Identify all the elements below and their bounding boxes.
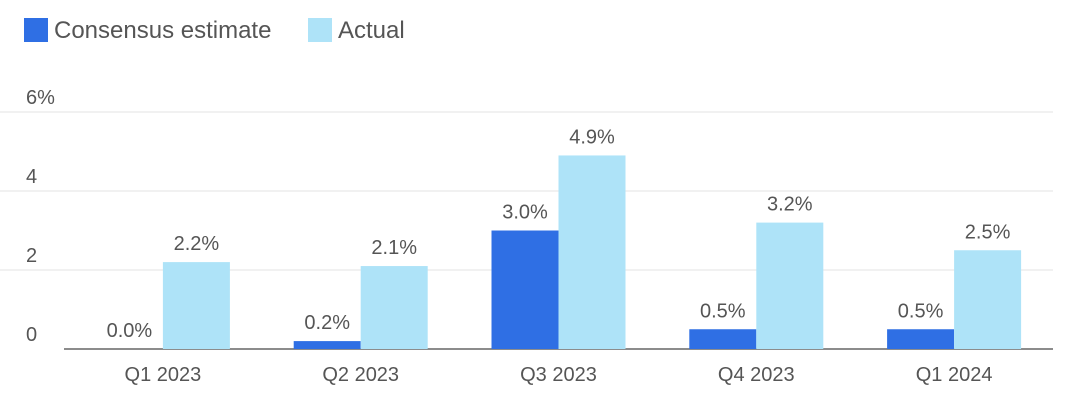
legend-label-consensus: Consensus estimate <box>54 17 271 44</box>
data-label-consensus: 0.5% <box>898 300 944 322</box>
data-label-actual: 2.1% <box>371 237 417 259</box>
y-axis: 0 2 4 6% <box>26 87 55 346</box>
bar-actual <box>162 262 230 349</box>
data-label-actual: 2.5% <box>965 221 1011 243</box>
data-label-consensus: 0.0% <box>107 320 153 342</box>
data-labels: 0.0% 2.2% 0.2% 2.1% 3.0% 4.9% 0.5% 3.2% 0.5% 2.5% <box>107 126 1011 342</box>
y-tick-label: 4 <box>26 166 37 188</box>
x-tick-label: Q3 2023 <box>520 364 597 386</box>
data-label-consensus: 0.2% <box>304 312 350 334</box>
y-tick-label: 6% <box>26 87 55 109</box>
y-tick-label: 0 <box>26 324 37 346</box>
bar-actual <box>360 266 428 349</box>
data-label-actual: 2.2% <box>174 233 220 255</box>
bar-actual <box>756 222 824 349</box>
legend: Consensus estimate Actual <box>24 17 405 44</box>
legend-swatch-actual <box>308 18 332 42</box>
bar-actual <box>954 250 1022 349</box>
data-label-actual: 4.9% <box>569 126 615 148</box>
data-label-consensus: 0.5% <box>700 300 746 322</box>
x-tick-label: Q2 2023 <box>322 364 399 386</box>
bar-consensus <box>293 341 361 349</box>
x-tick-label: Q4 2023 <box>718 364 795 386</box>
bar-consensus <box>887 329 955 349</box>
legend-swatch-consensus <box>24 18 48 42</box>
x-tick-label: Q1 2023 <box>125 364 202 386</box>
bar-consensus <box>689 329 757 349</box>
data-label-actual: 3.2% <box>767 194 813 216</box>
bar-consensus <box>491 230 559 349</box>
x-axis: Q1 2023 Q2 2023 Q3 2023 Q4 2023 Q1 2024 <box>125 364 993 386</box>
x-tick-label: Q1 2024 <box>916 364 993 386</box>
legend-label-actual: Actual <box>338 17 405 44</box>
bars <box>162 155 1022 349</box>
y-tick-label: 2 <box>26 245 37 267</box>
bar-actual <box>558 155 626 349</box>
data-label-consensus: 3.0% <box>502 202 548 224</box>
